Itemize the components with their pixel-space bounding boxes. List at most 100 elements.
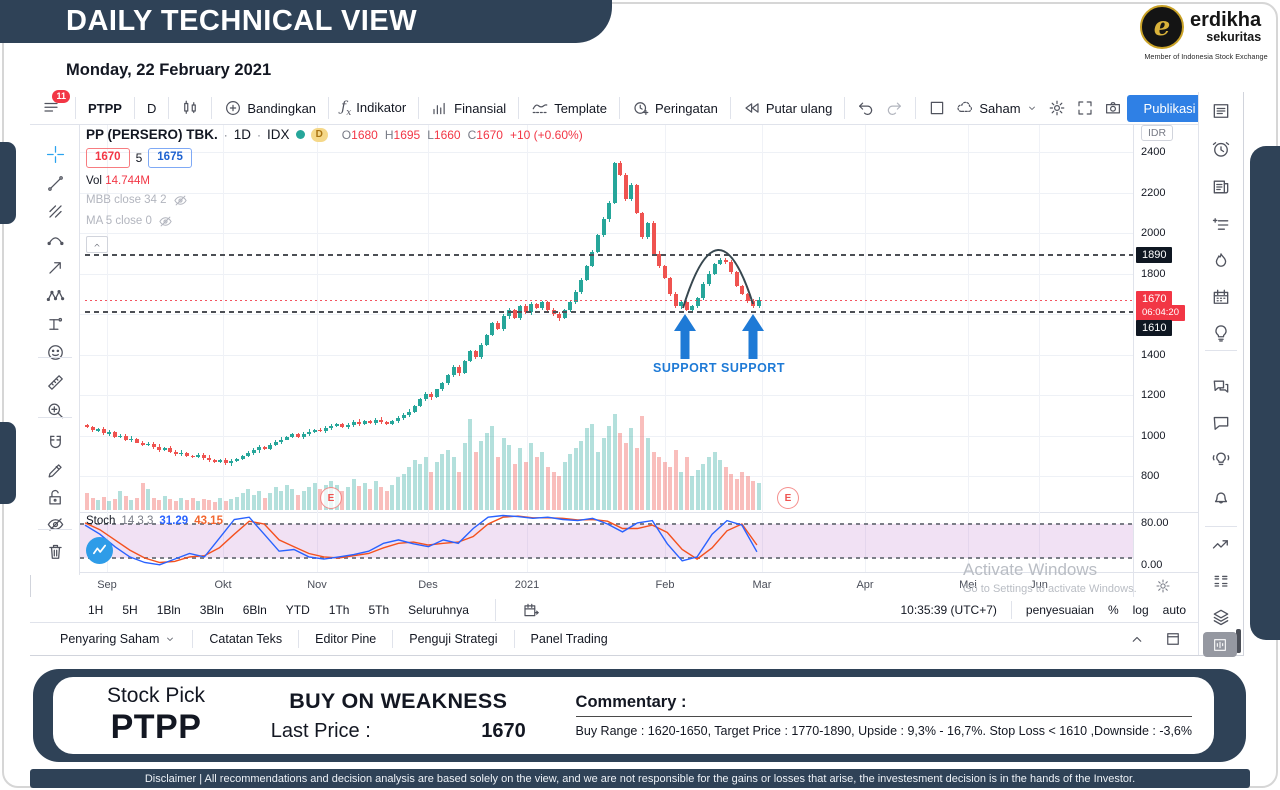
range-3bln[interactable]: 3Bln: [199, 602, 224, 617]
ohlc-values: O1680 H1695 L1660 C1670 +10 (+0.60%): [342, 129, 583, 141]
panel-divider[interactable]: [80, 512, 1198, 513]
market-status-icon: [295, 130, 305, 139]
eye-hide-icon[interactable]: [173, 193, 188, 208]
sidebar-divider: [1205, 526, 1237, 527]
lock-open-icon[interactable]: [44, 486, 66, 508]
range-1h[interactable]: 1H: [88, 602, 104, 617]
chat-icon[interactable]: [1210, 412, 1232, 434]
currency-pill[interactable]: IDR: [1141, 125, 1174, 141]
collapse-legend-button[interactable]: [86, 236, 108, 253]
replay-icon: [743, 99, 761, 117]
trend-line-icon[interactable]: [44, 172, 66, 194]
stoch-params: 14 3 3: [121, 515, 154, 527]
bell-icon[interactable]: [1210, 486, 1232, 508]
layers-icon[interactable]: [1210, 606, 1232, 628]
go-to-date-icon[interactable]: [522, 601, 540, 619]
hotlist-icon[interactable]: [1210, 250, 1232, 272]
panel-button[interactable]: [1203, 632, 1237, 657]
snapshot-button[interactable]: [1099, 95, 1127, 121]
alert-button[interactable]: Peringatan: [627, 95, 723, 121]
range-5th[interactable]: 5Th: [368, 602, 390, 617]
indicators-button[interactable]: ƒx Indikator: [336, 95, 411, 122]
zoom-in-icon[interactable]: [44, 399, 66, 421]
interval-button[interactable]: D: [142, 97, 161, 120]
xabcd-pattern-icon[interactable]: [44, 284, 66, 306]
live-idea-icon[interactable]: [1210, 448, 1232, 470]
lightbulb-icon[interactable]: [1210, 322, 1232, 344]
menu-button[interactable]: 11: [40, 90, 70, 119]
window-icon[interactable]: [1164, 630, 1182, 648]
eye-hide-icon[interactable]: [44, 513, 66, 535]
redo-button[interactable]: [880, 95, 908, 121]
toolbar-divider: [38, 417, 72, 418]
curve-icon[interactable]: [44, 228, 66, 250]
tab-panel-trading[interactable]: Panel Trading: [530, 632, 608, 646]
axis-settings-icon[interactable]: [1155, 578, 1171, 594]
fullscreen-icon: [1076, 99, 1094, 117]
range-ytd[interactable]: YTD: [285, 602, 310, 617]
crosshair-icon[interactable]: [44, 143, 66, 165]
percent-toggle[interactable]: %: [1107, 602, 1119, 617]
trash-icon[interactable]: [44, 540, 66, 562]
undo-button[interactable]: [852, 95, 880, 121]
draw-pencil-icon[interactable]: [44, 459, 66, 481]
chart-type-button[interactable]: [176, 95, 204, 121]
save-layout-button[interactable]: Saham: [951, 95, 1042, 121]
tab-penyaring-saham[interactable]: Penyaring Saham: [44, 629, 192, 649]
adjust-toggle[interactable]: penyesuaian: [1025, 602, 1094, 617]
range-1bln[interactable]: 1Bln: [156, 602, 181, 617]
interval-chip: D: [310, 127, 328, 142]
disclaimer-bar: Disclaimer | All recommendations and dec…: [30, 769, 1250, 788]
arrow-ne-icon[interactable]: [44, 256, 66, 278]
ma-indicator-label[interactable]: MA 5 close 0: [86, 214, 152, 227]
news-icon[interactable]: [1210, 176, 1232, 198]
auto-toggle[interactable]: auto: [1162, 602, 1186, 617]
long-position-icon[interactable]: [44, 313, 66, 335]
template-button[interactable]: Template: [526, 95, 612, 121]
bid-chip[interactable]: 1670: [86, 148, 130, 168]
magnet-icon[interactable]: [44, 432, 66, 454]
financials-button[interactable]: Finansial: [426, 95, 511, 121]
tab-editor-pine[interactable]: Editor Pine: [315, 632, 377, 646]
report-date: Monday, 22 February 2021: [66, 61, 272, 79]
scrollbar-thumb[interactable]: [1236, 629, 1241, 653]
replay-button[interactable]: Putar ulang: [738, 95, 838, 121]
compare-button[interactable]: Bandingkan: [219, 95, 321, 121]
tab-catatan-teks[interactable]: Catatan Teks: [209, 632, 283, 646]
stoch-name[interactable]: Stoch: [86, 515, 116, 527]
chats-icon[interactable]: [1210, 376, 1232, 398]
range-1th[interactable]: 1Th: [328, 602, 350, 617]
calendar-icon[interactable]: [1210, 286, 1232, 308]
chart-box-icon: [1212, 637, 1228, 653]
eye-hide-icon[interactable]: [158, 214, 173, 229]
ask-chip[interactable]: 1675: [148, 148, 192, 168]
fib-lines-icon[interactable]: [44, 200, 66, 222]
mbb-indicator-label[interactable]: MBB close 34 2: [86, 193, 167, 206]
clock-label[interactable]: 10:35:39 (UTC+7): [900, 602, 997, 617]
range-5h[interactable]: 5H: [122, 602, 138, 617]
fullscreen-button[interactable]: [1071, 95, 1099, 121]
log-toggle[interactable]: log: [1132, 602, 1149, 617]
ruler-icon[interactable]: [44, 371, 66, 393]
range-6bln[interactable]: 6Bln: [242, 602, 267, 617]
ohlc-item: H1695: [384, 127, 421, 142]
layout-button[interactable]: [923, 95, 951, 121]
range-seluruhnya[interactable]: Seluruhnya: [408, 602, 469, 617]
symbol-title[interactable]: PP (PERSERO) TBK.: [86, 126, 218, 142]
undo-icon: [857, 99, 875, 117]
watchlist-icon[interactable]: [1210, 100, 1232, 122]
alarm-clock-icon[interactable]: [1210, 138, 1232, 160]
ideas-list-icon[interactable]: [1210, 214, 1232, 236]
settings-button[interactable]: [1043, 95, 1071, 121]
expand-panel-icon[interactable]: [1128, 630, 1146, 648]
stoch-d-value: 43.15: [194, 515, 223, 527]
obj-tree-icon[interactable]: [1210, 570, 1232, 592]
symbol-button[interactable]: PTPP: [83, 97, 127, 120]
range-buttons: 1H 5H 1Bln 3Bln 6Bln YTD 1Th 5Th Seluruhnya: [88, 603, 469, 617]
emoji-icon[interactable]: [44, 341, 66, 363]
zigzag-icon[interactable]: [1210, 534, 1232, 556]
tab-penguji-strategi[interactable]: Penguji Strategi: [409, 632, 498, 646]
ohlc-item: L1660: [427, 127, 461, 142]
panel-divider[interactable]: [80, 572, 1198, 573]
tradingview-logo[interactable]: [86, 537, 113, 564]
